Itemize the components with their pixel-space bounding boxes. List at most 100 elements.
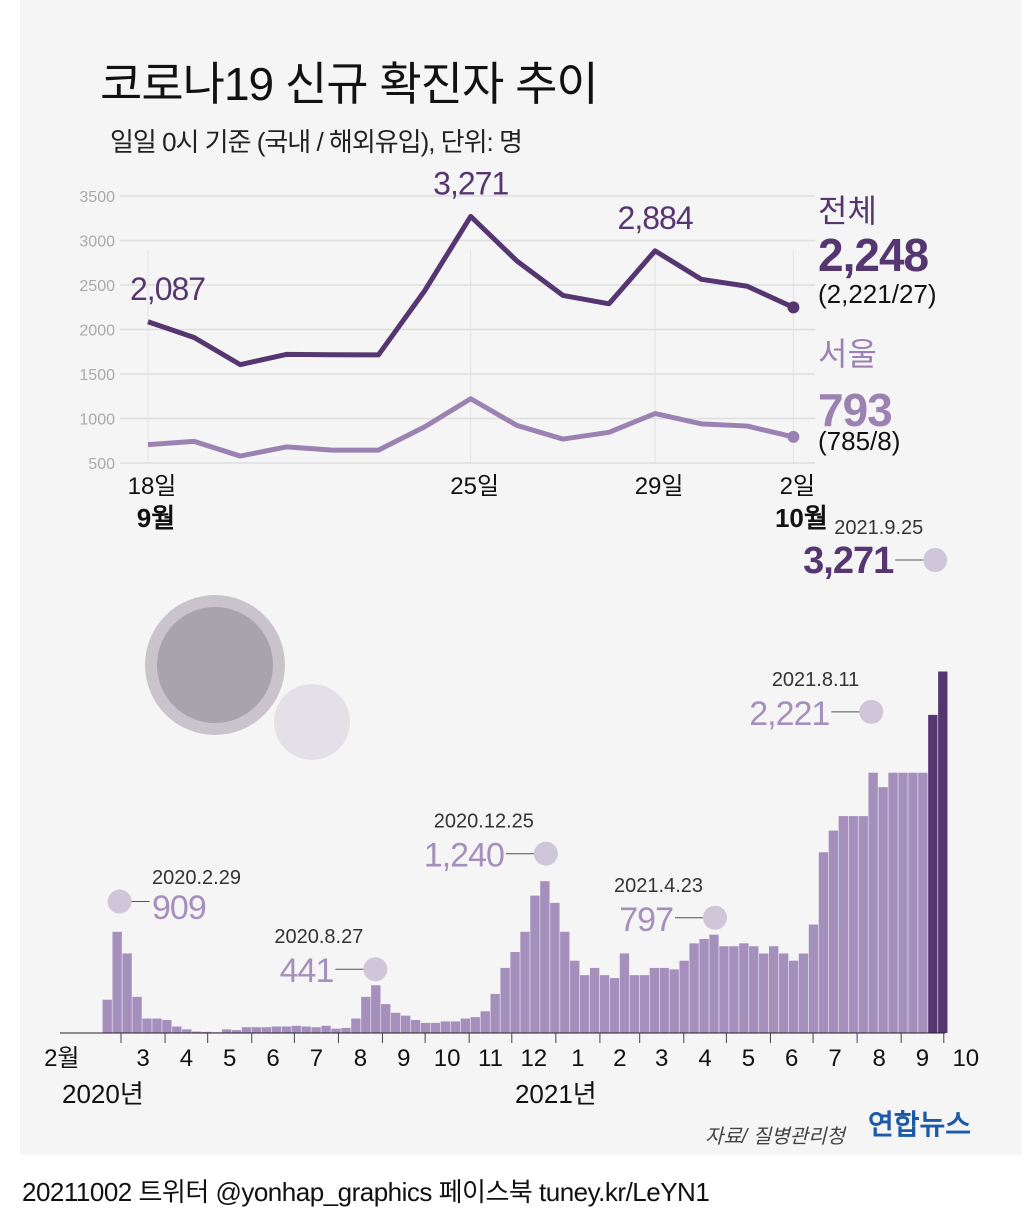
data-point-latest <box>787 430 800 443</box>
bar <box>788 960 799 1033</box>
annotation-date: 2020.8.27 <box>274 926 363 948</box>
logo-text: 연합뉴스 <box>868 1109 972 1140</box>
x-tick-month: 9월 <box>137 503 175 533</box>
month-label: 7 <box>828 1045 841 1072</box>
bar <box>490 993 500 1033</box>
y-tick-label: 2000 <box>79 323 115 340</box>
bar <box>619 953 630 1033</box>
annotation-date: 2021.9.25 <box>834 517 923 539</box>
bar <box>162 1019 172 1033</box>
month-label: 9 <box>916 1045 929 1072</box>
x-tick-day: 18일 <box>128 473 177 500</box>
bar <box>659 967 669 1033</box>
bar <box>341 1027 351 1033</box>
bar <box>152 1018 162 1033</box>
bar <box>192 1031 202 1033</box>
annotation-value: 2,221 <box>749 695 829 733</box>
bar <box>938 671 948 1033</box>
month-label: 12 <box>520 1045 547 1072</box>
virus-illustration <box>145 595 350 760</box>
y-tick-label: 3500 <box>79 189 115 206</box>
bar <box>649 967 659 1033</box>
bar <box>798 953 809 1033</box>
data-label: 3,271 <box>433 165 508 201</box>
x-tick-day: 29일 <box>635 473 684 500</box>
month-label: 9 <box>397 1045 410 1072</box>
bar <box>182 1029 192 1033</box>
data-label: 2,884 <box>618 200 693 236</box>
bar <box>669 969 679 1033</box>
bar <box>122 953 132 1033</box>
month-label: 10 <box>434 1045 461 1072</box>
annotation-marker <box>859 699 884 724</box>
bar <box>381 1004 391 1033</box>
annotation-marker <box>107 889 132 914</box>
bar <box>391 1012 401 1033</box>
series-latest-value: 793 <box>818 384 892 436</box>
bar <box>778 953 789 1033</box>
source-note: 자료/ 질병관리청 <box>705 1126 845 1148</box>
bar <box>420 1022 431 1033</box>
series-line-seoul <box>147 396 794 459</box>
bar <box>450 1021 461 1033</box>
month-label: 3 <box>136 1045 149 1072</box>
bar <box>759 953 769 1033</box>
month-label: 1 <box>571 1045 584 1072</box>
bar <box>550 902 560 1033</box>
chart-title: 코로나19 신규 확진자 추이 <box>100 58 599 110</box>
bar <box>679 960 689 1033</box>
bar <box>321 1025 331 1033</box>
bar <box>460 1018 470 1033</box>
annotation-value: 3,271 <box>803 540 894 582</box>
chart-subtitle: 일일 0시 기준 (국내 / 해외유입), 단위: 명 <box>110 127 523 157</box>
month-label: 6 <box>266 1045 279 1072</box>
series-line-total <box>147 213 795 368</box>
series-latest-value: 2,248 <box>818 229 929 281</box>
bar <box>202 1031 212 1033</box>
bar <box>928 714 938 1033</box>
month-label: 7 <box>310 1045 323 1072</box>
y-tick-label: 1000 <box>79 412 115 429</box>
bar <box>739 943 749 1033</box>
month-label: 5 <box>223 1045 236 1072</box>
x-tick-day: 2일 <box>780 473 815 500</box>
bar <box>868 772 878 1033</box>
bar <box>301 1026 311 1033</box>
bar <box>112 931 122 1033</box>
bar <box>221 1029 232 1033</box>
bar <box>629 975 640 1033</box>
annotation-marker <box>923 548 948 572</box>
bar <box>241 1027 252 1033</box>
x-tick-month: 10월 <box>775 503 828 533</box>
bar <box>500 967 510 1033</box>
bar <box>371 985 381 1033</box>
bar <box>231 1030 242 1033</box>
annotation-date: 2020.12.25 <box>434 811 534 833</box>
month-label: 3 <box>655 1045 668 1072</box>
bar <box>361 996 371 1033</box>
bar <box>858 816 868 1033</box>
bar <box>102 999 112 1033</box>
bar <box>639 975 650 1033</box>
month-label: 10 <box>952 1045 979 1072</box>
bar <box>878 787 888 1033</box>
bar <box>261 1027 272 1033</box>
data-point-latest <box>787 301 800 314</box>
series-breakdown: (2,221/27) <box>818 279 937 309</box>
bar <box>132 996 142 1033</box>
bar <box>828 830 839 1033</box>
bar <box>838 816 848 1033</box>
bar <box>908 772 918 1033</box>
annotation-value: 441 <box>280 952 334 990</box>
bar <box>540 881 550 1033</box>
month-label: 8 <box>354 1045 367 1072</box>
bar <box>520 931 530 1033</box>
bar <box>440 1021 451 1033</box>
annotation-value: 797 <box>619 901 673 939</box>
series-name: 서울 <box>818 336 877 372</box>
data-label: 2,087 <box>130 271 205 307</box>
bar <box>400 1015 411 1033</box>
month-label: 6 <box>785 1045 798 1072</box>
bar <box>570 960 580 1033</box>
